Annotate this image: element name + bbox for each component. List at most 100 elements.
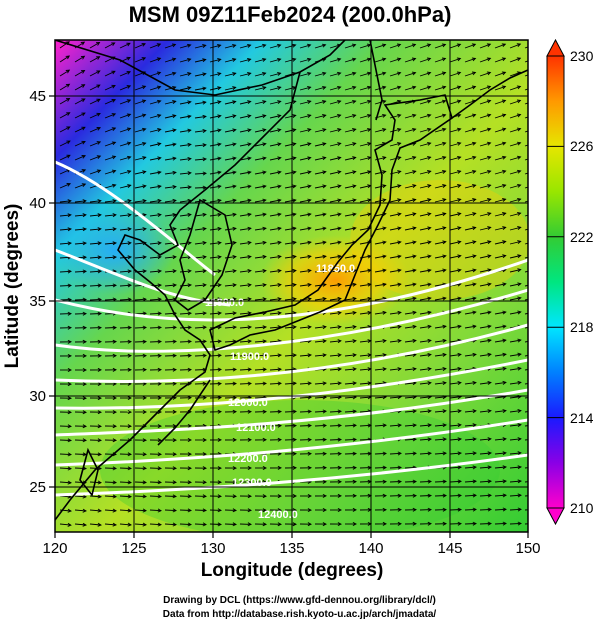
- wind-vector: [479, 311, 491, 315]
- wind-vector: [329, 142, 341, 147]
- wind-vector-head: [457, 127, 462, 132]
- wind-vector: [494, 466, 507, 469]
- wind-vector-head: [262, 114, 267, 119]
- wind-vector-head: [172, 381, 177, 386]
- wind-vector: [59, 523, 71, 526]
- wind-vector-head: [172, 198, 177, 203]
- wind-vector-head: [337, 268, 342, 273]
- wind-vector-head: [382, 310, 387, 315]
- wind-vector-head: [97, 452, 103, 457]
- wind-vector: [59, 228, 72, 231]
- wind-vector-head: [277, 522, 282, 527]
- wind-vector: [359, 438, 372, 441]
- wind-vector: [104, 99, 116, 105]
- wind-vector: [119, 142, 131, 147]
- wind-vector-head: [232, 494, 237, 499]
- wind-vector-head: [82, 396, 87, 401]
- wind-vector-head: [247, 466, 252, 470]
- wind-vector: [494, 241, 506, 245]
- wind-vector: [164, 157, 176, 161]
- wind-vector: [359, 171, 371, 175]
- wind-vector: [314, 396, 327, 399]
- wind-vector-head: [532, 325, 535, 328]
- wind-vector-head: [111, 113, 117, 117]
- wind-vector-head: [247, 325, 252, 330]
- wind-vector-head: [352, 99, 357, 104]
- wind-vector-head: [427, 409, 432, 414]
- wind-vector-head: [352, 128, 357, 132]
- wind-vector: [449, 227, 461, 231]
- wind-vector: [179, 270, 191, 273]
- wind-vector-head: [337, 522, 343, 527]
- wind-vector-head: [533, 522, 536, 525]
- wind-vector-head: [82, 269, 87, 274]
- wind-vector: [449, 424, 461, 427]
- wind-vector: [329, 439, 342, 441]
- wind-vector-head: [382, 240, 387, 245]
- wind-vector: [434, 424, 447, 427]
- wind-vector: [314, 185, 326, 189]
- wind-vector-head: [337, 212, 342, 217]
- colorbar-tick-label: 222: [570, 229, 594, 245]
- wind-vector: [59, 154, 71, 161]
- wind-vector: [179, 172, 191, 175]
- wind-vector-head: [217, 226, 222, 231]
- wind-vector: [329, 86, 341, 91]
- wind-vector: [104, 70, 116, 77]
- wind-vector-head: [262, 508, 267, 513]
- wind-vector: [164, 129, 176, 133]
- wind-vector-head: [427, 507, 432, 512]
- colorbar-tick-label: 226: [570, 138, 594, 154]
- wind-vector: [479, 297, 491, 301]
- wind-vector: [434, 86, 446, 91]
- x-tick-label: 135: [279, 540, 304, 557]
- wind-vector: [479, 480, 492, 483]
- wind-vector: [119, 71, 131, 77]
- wind-vector-head: [322, 508, 327, 512]
- wind-vector-head: [111, 141, 117, 146]
- wind-vector-head: [322, 226, 327, 231]
- wind-vector-head: [502, 380, 507, 385]
- wind-vector-head: [232, 311, 237, 316]
- wind-vector-head: [397, 240, 402, 245]
- wind-vector-head: [127, 452, 132, 457]
- wind-vector: [89, 141, 101, 147]
- wind-vector-head: [292, 494, 297, 498]
- wind-vector: [509, 522, 522, 525]
- wind-vector: [149, 284, 162, 287]
- wind-vector-head: [397, 198, 402, 203]
- wind-vector-head: [126, 85, 132, 89]
- wind-vector: [509, 297, 521, 301]
- wind-vector-head: [442, 437, 447, 442]
- wind-vector: [329, 171, 341, 175]
- wind-vector-head: [187, 269, 192, 274]
- wind-vector-head: [456, 99, 462, 104]
- wind-vector-head: [217, 494, 222, 499]
- wind-vector: [299, 72, 311, 77]
- wind-vector-head: [426, 71, 432, 76]
- wind-vector-head: [262, 184, 267, 189]
- wind-vector: [479, 494, 492, 497]
- wind-vector-head: [442, 409, 447, 414]
- wind-vector: [224, 143, 236, 147]
- wind-vector-head: [487, 282, 492, 287]
- wind-vector: [464, 311, 476, 315]
- wind-vector: [374, 241, 386, 245]
- wind-vector-head: [517, 240, 522, 245]
- wind-vector-head: [352, 339, 357, 344]
- wind-vector-head: [472, 240, 477, 245]
- wind-vector: [509, 339, 521, 343]
- wind-vector-head: [472, 226, 477, 231]
- wind-vector: [524, 411, 528, 413]
- wind-vector-head: [472, 141, 477, 146]
- wind-vector-head: [202, 466, 207, 471]
- wind-vector: [344, 72, 356, 77]
- wind-vector: [164, 284, 177, 287]
- wind-vector: [194, 172, 207, 175]
- wind-vector-head: [307, 170, 312, 175]
- wind-vector-head: [112, 508, 117, 513]
- wind-vector-head: [127, 155, 132, 160]
- wind-vector-head: [442, 254, 447, 259]
- wind-vector: [284, 270, 296, 273]
- wind-vector-head: [172, 353, 178, 358]
